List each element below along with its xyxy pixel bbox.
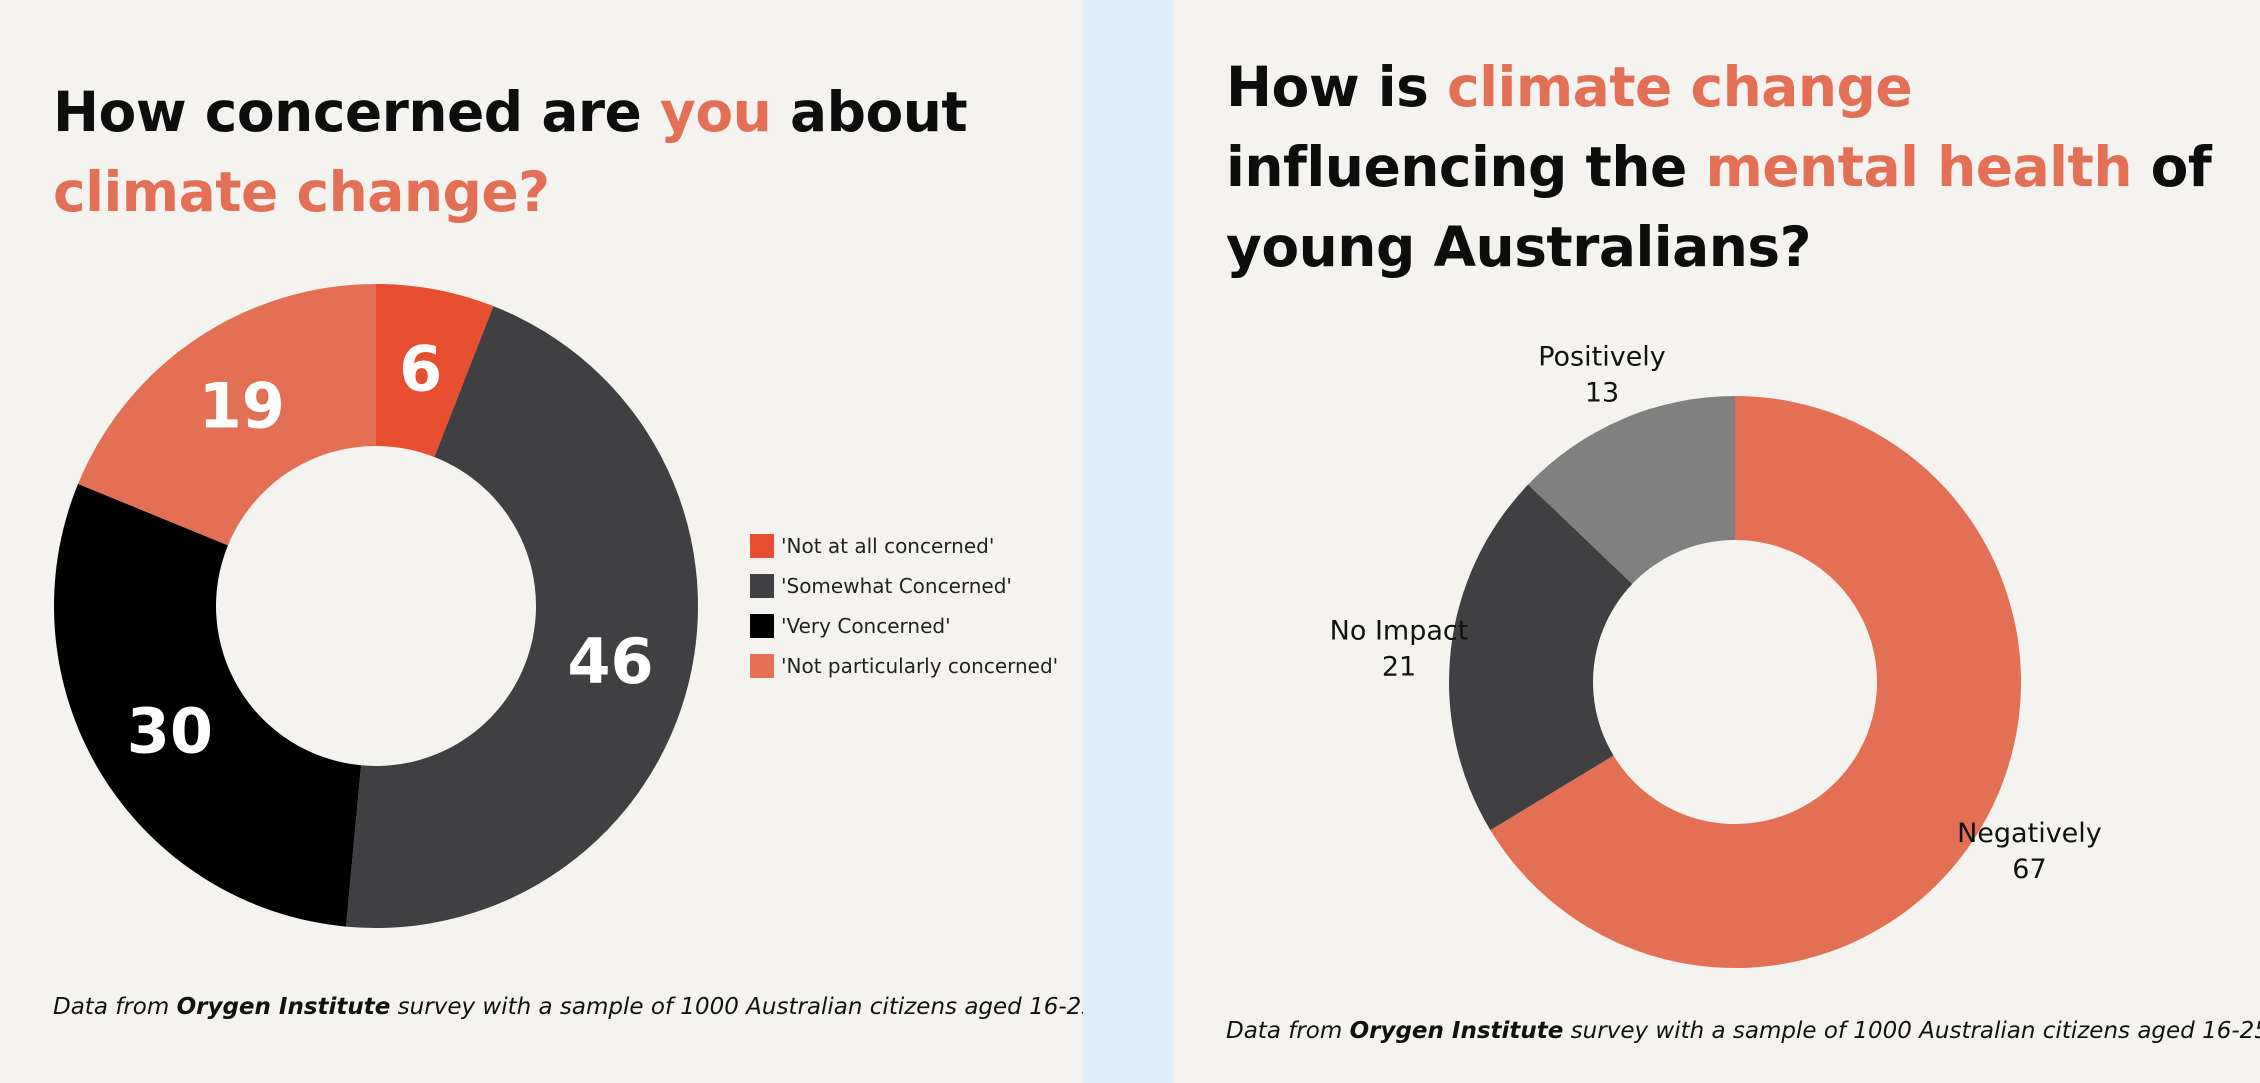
title-text: influencing the: [1226, 135, 1706, 199]
slice-value-label: 46: [567, 625, 653, 698]
legend-item: 'Not particularly concerned': [750, 654, 1058, 678]
slice-external-label: Negatively 67: [1957, 818, 2102, 885]
legend-item: 'Not at all concerned': [750, 534, 994, 558]
legend-swatch: [750, 614, 774, 638]
title-highlight: you: [660, 80, 772, 144]
mental-health-donut-chart: Negatively 67 No Impact 21 Positively 13: [1330, 341, 2102, 969]
legend-label: 'Not particularly concerned': [781, 654, 1058, 678]
title-text: of young Australians?: [1226, 135, 2212, 279]
slice-value-label: 67: [2012, 854, 2046, 885]
panel-divider: [1083, 0, 1173, 1083]
footnote-suffix: survey with a sample of 1000 Australian …: [1563, 1018, 2260, 1044]
left-source-note: Data from Orygen Institute survey with a…: [53, 994, 1103, 1020]
legend-item: 'Very Concerned': [750, 614, 951, 638]
donut-slice-negatively: [1490, 396, 2022, 969]
right-source-note: Data from Orygen Institute survey with a…: [1226, 1018, 2260, 1044]
right-panel: How is climate change influencing the me…: [1173, 0, 2260, 1083]
slice-value-label: 6: [399, 333, 442, 406]
slice-category-label: Negatively: [1957, 818, 2102, 849]
title-highlight: climate change?: [53, 160, 550, 224]
footnote-prefix: Data from: [53, 994, 177, 1020]
slice-value-label: 21: [1382, 651, 1416, 682]
title-text: How is: [1226, 55, 1448, 119]
donut-slice-no-impact: [1449, 484, 1633, 831]
slice-category-label: Positively: [1538, 341, 1666, 372]
donut-slice-not-at-all-concerned: [376, 284, 494, 458]
slice-external-label: Positively 13: [1538, 341, 1666, 408]
legend-swatch: [750, 574, 774, 598]
title-text: How concerned are: [53, 80, 661, 144]
right-chart-title: How is climate change influencing the me…: [1226, 47, 2256, 287]
concern-donut-chart: 6 46 30 19 'Not at all concerned' 'Somewhat C…: [53, 284, 1058, 928]
donut-slice-not-particularly-concerned: [78, 284, 376, 546]
slice-category-label: No Impact: [1330, 615, 1469, 646]
left-panel: How concerned are you about climate chan…: [0, 0, 1103, 1083]
title-highlight: mental health: [1705, 135, 2132, 199]
donut-slice-somewhat-concerned: [345, 306, 698, 928]
slice-external-label: No Impact 21: [1330, 615, 1469, 682]
footnote-suffix: survey with a sample of 1000 Australian …: [390, 994, 1104, 1020]
legend-label: 'Somewhat Concerned': [781, 574, 1012, 598]
title-text: about: [771, 80, 968, 144]
slice-value-label: 30: [127, 694, 213, 767]
footnote-prefix: Data from: [1226, 1018, 1350, 1044]
donut-slice-positively: [1528, 396, 1735, 584]
title-highlight: climate change: [1447, 55, 1913, 119]
legend-swatch: [750, 534, 774, 558]
slice-value-label: 13: [1585, 377, 1619, 408]
footnote-source: Orygen Institute: [1349, 1018, 1564, 1044]
legend-item: 'Somewhat Concerned': [750, 574, 1012, 598]
legend-label: 'Very Concerned': [781, 614, 951, 638]
slice-value-label: 19: [199, 369, 285, 442]
legend-label: 'Not at all concerned': [781, 534, 994, 558]
legend-swatch: [750, 654, 774, 678]
footnote-source: Orygen Institute: [176, 994, 391, 1020]
left-chart-title: How concerned are you about climate chan…: [53, 72, 1073, 232]
donut-slice-very-concerned: [53, 483, 362, 927]
